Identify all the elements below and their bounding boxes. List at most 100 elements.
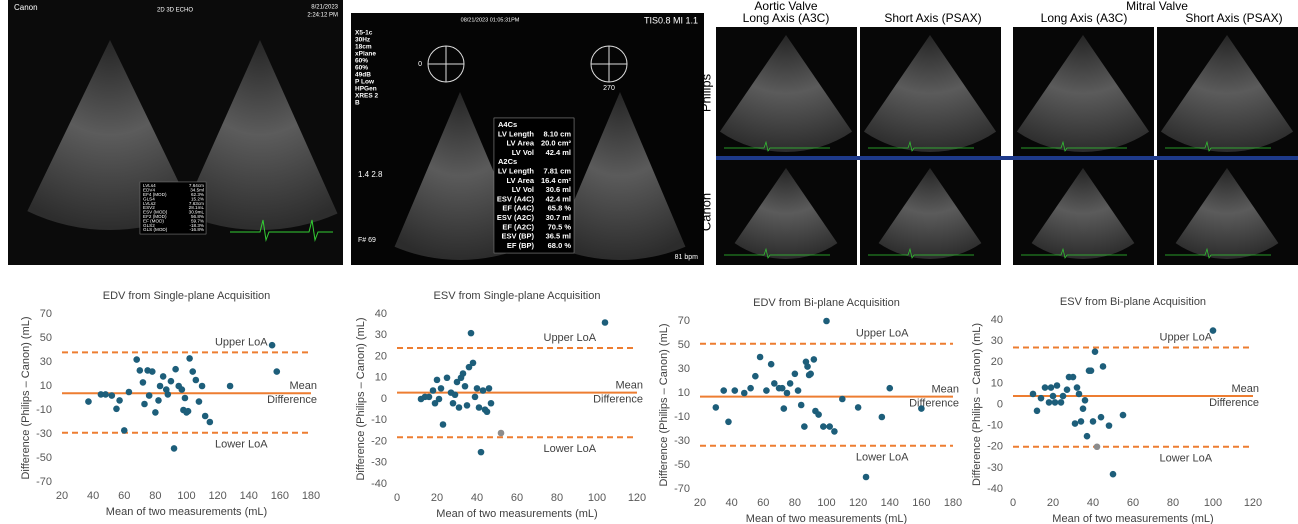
chart-title: EDV from Bi-plane Acquisition (753, 297, 900, 309)
data-point (443, 374, 451, 382)
measurement-value: 7.81 cm (543, 166, 571, 175)
x-tick-label: 60 (511, 492, 523, 504)
data-point (433, 376, 441, 384)
y-tick-label: -10 (674, 411, 690, 423)
data-point (133, 356, 140, 363)
data-point (145, 392, 153, 399)
date: 8/21/2023 (311, 5, 338, 11)
setting: X5-1c (355, 30, 373, 37)
data-point (756, 353, 764, 361)
data-point (1091, 348, 1099, 355)
datetime: 08/21/2023 01:05:31PM (461, 17, 520, 23)
data-point (170, 445, 178, 452)
data-point (1083, 432, 1091, 440)
x-tick-label: 80 (789, 497, 801, 509)
view-title: Short Axis (PSAX) (1185, 11, 1282, 25)
x-tick-label: 180 (944, 497, 962, 509)
setting: 30Hz (355, 37, 371, 44)
data-point (1059, 392, 1067, 400)
data-point (148, 368, 156, 375)
reference-label: Difference (909, 398, 959, 410)
data-point (125, 388, 133, 396)
measurement-label: EF (A4C) (502, 204, 534, 213)
data-point (783, 389, 791, 397)
data-point (437, 385, 445, 392)
y-tick-label: -30 (987, 462, 1003, 474)
data-point (712, 404, 720, 411)
angle: 270 (603, 85, 615, 92)
ecg-trace (868, 140, 974, 152)
data-point (206, 418, 214, 426)
data-point (469, 359, 477, 367)
data-point (451, 391, 459, 399)
measurement-value: 16.4 cm² (541, 176, 572, 185)
data-point (167, 377, 175, 385)
measurement-value: 36.5 ml (546, 232, 571, 241)
y-tick-label: 30 (40, 356, 52, 368)
ecg-trace (1021, 247, 1127, 259)
data-point (113, 405, 120, 413)
data-point (763, 387, 770, 394)
data-point (102, 391, 109, 398)
data-point (475, 404, 483, 411)
y-tick-label: 50 (678, 339, 690, 351)
data-point (815, 411, 822, 418)
y-tick-label: -20 (371, 435, 387, 447)
data-point (189, 368, 197, 375)
section-header: A2Cs (498, 157, 517, 166)
ultrasound-sector (554, 92, 686, 260)
data-point (471, 393, 479, 401)
data-point (1063, 386, 1071, 394)
data-point (181, 394, 189, 402)
measurement-value: 7.63cm (189, 201, 204, 206)
measurement-value: 30.7 ml (546, 213, 571, 222)
data-point (771, 380, 778, 387)
y-tick-label: 30 (678, 363, 690, 375)
data-point (159, 373, 167, 380)
ultrasound-sector (734, 168, 838, 259)
data-point (1057, 399, 1065, 406)
data-point (1105, 422, 1113, 429)
ultrasound-sector (719, 35, 853, 152)
y-tick-label: 10 (40, 380, 52, 392)
divider (716, 156, 1298, 160)
measurement-label: ESV (MOD) (143, 210, 168, 215)
setting: XRES 2 (355, 93, 379, 100)
measurement-label: GLS (MOD) (143, 227, 168, 232)
setting: HPGen (355, 86, 377, 93)
setting: 18cm (355, 44, 372, 51)
x-tick-label: 80 (551, 492, 563, 504)
measurement-label: EF (MOD) (143, 218, 164, 223)
data-point (431, 399, 439, 407)
ecg-trace (868, 247, 974, 259)
data-point (731, 387, 739, 394)
y-tick-label: -10 (987, 420, 1003, 432)
data-point (172, 365, 179, 373)
y-tick-label: 50 (40, 332, 52, 344)
x-tick-label: 60 (118, 490, 130, 502)
ultrasound-sector (863, 35, 997, 153)
data-point (778, 384, 786, 392)
data-point (820, 423, 827, 430)
ecg-trace (1165, 247, 1271, 259)
data-point (797, 401, 805, 409)
data-point (601, 319, 609, 326)
reference-label: Mean (1231, 383, 1259, 395)
data-point (483, 408, 491, 416)
data-point (1033, 407, 1041, 415)
vendor-label: Canon (698, 193, 713, 231)
view-title: Long Axis (A3C) (1041, 11, 1128, 25)
tis: TIS0.8 MI 1.1 (644, 15, 698, 25)
data-point (186, 355, 193, 362)
data-point (1075, 390, 1083, 398)
measurement-value: 15.2% (191, 196, 204, 201)
data-point (791, 370, 799, 378)
brand: Canon (14, 3, 38, 12)
data-point (826, 423, 833, 430)
data-point (164, 391, 172, 398)
data-point (918, 405, 925, 412)
y-tick-label: 10 (678, 387, 690, 399)
mode: 2D 3D ECHO (157, 8, 193, 14)
reference-label: Mean (615, 380, 643, 392)
data-point (886, 384, 894, 392)
